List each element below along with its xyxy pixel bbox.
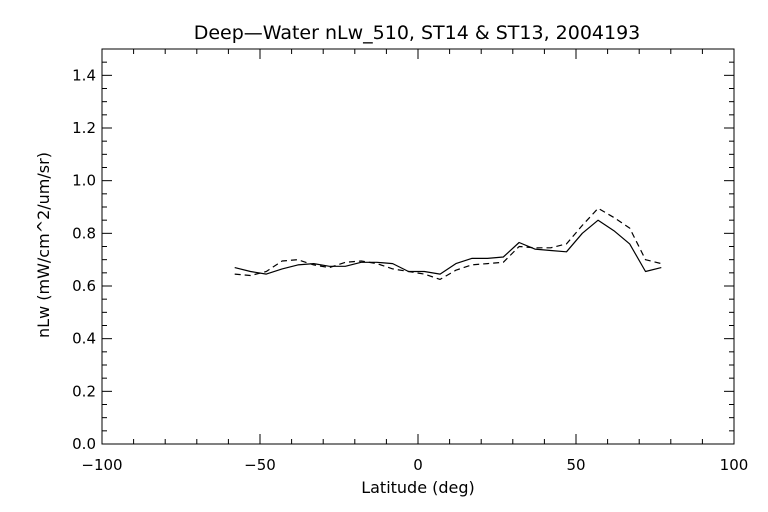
y-tick-label: 0.2 [72, 382, 96, 400]
x-axis-label: Latitude (deg) [361, 478, 475, 497]
y-axis-label: nLw (mW/cm^2/um/sr) [34, 152, 53, 338]
series-line-dashed [234, 207, 662, 280]
series-line-solid [234, 219, 662, 275]
y-tick-label: 1.0 [72, 172, 96, 190]
y-tick-label: 0.0 [72, 435, 96, 453]
plot-frame [101, 48, 735, 445]
axis-ticks [101, 48, 735, 445]
y-tick-label: 0.8 [72, 224, 96, 242]
x-tick-label: −50 [244, 456, 276, 474]
y-tick-label: 1.2 [72, 119, 96, 137]
x-tick-label: 50 [566, 456, 585, 474]
x-tick-label: 0 [413, 456, 423, 474]
y-tick-label: 1.4 [72, 66, 96, 84]
y-tick-label: 0.6 [72, 277, 96, 295]
y-tick-label: 0.4 [72, 330, 96, 348]
series-lines [234, 207, 662, 280]
chart-title: Deep—Water nLw_510, ST14 & ST13, 2004193 [194, 22, 641, 44]
x-tick-label: −100 [81, 456, 122, 474]
tick-labels: −100 −50 0 50 100 0.0 0.2 0.4 0.6 0.8 1.0 1.2 1.4 [72, 66, 748, 474]
x-tick-label: 100 [720, 456, 749, 474]
